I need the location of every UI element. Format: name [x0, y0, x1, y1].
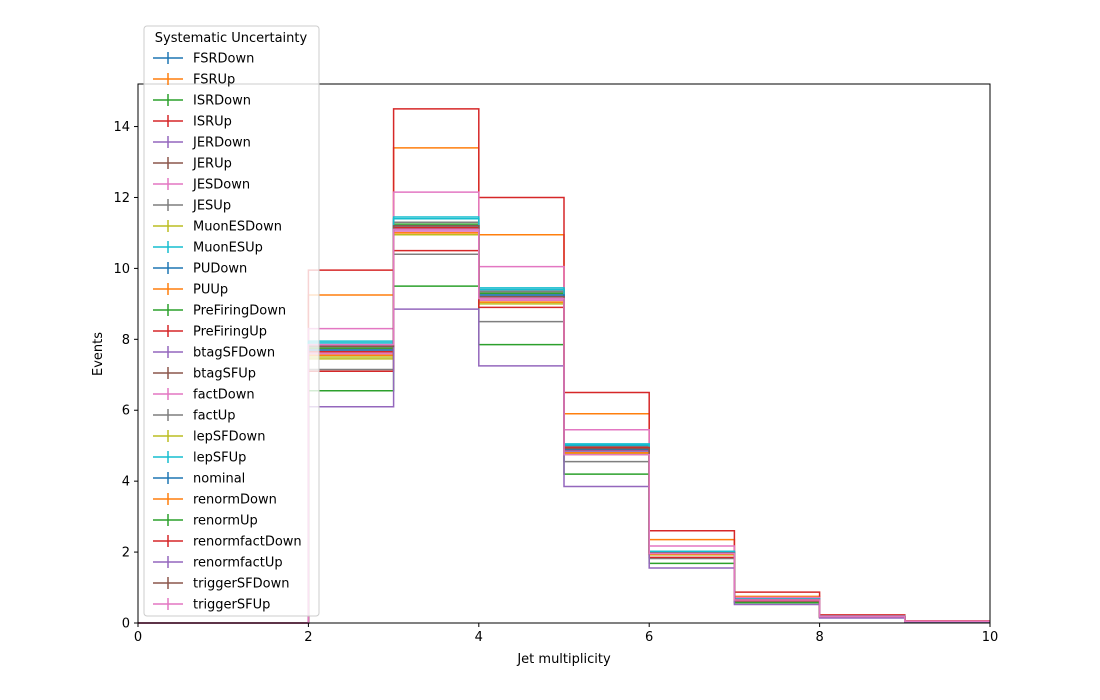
- y-axis-label: Events: [91, 332, 106, 376]
- y-tick-label: 0: [122, 617, 130, 632]
- legend-item-nominal: nominal: [153, 472, 245, 487]
- legend-item-PreFiringDown: PreFiringDown: [153, 304, 286, 319]
- legend-label: renormDown: [193, 493, 277, 508]
- legend-label: FSRUp: [193, 73, 235, 88]
- legend-item-ISRDown: ISRDown: [153, 94, 251, 109]
- legend-label: btagSFDown: [193, 346, 275, 361]
- legend-item-MuonESDown: MuonESDown: [153, 220, 282, 235]
- legend-label: PreFiringDown: [193, 304, 286, 319]
- legend-item-PUUp: PUUp: [153, 283, 228, 298]
- legend-label: JERDown: [192, 136, 251, 151]
- axes-frame: [137, 83, 991, 624]
- legend-item-JERDown: JERDown: [153, 136, 251, 151]
- legend-label: triggerSFUp: [193, 598, 270, 613]
- y-tick-label: 4: [122, 475, 130, 490]
- legend: Systematic Uncertainty FSRDown FSRUp ISRDo…: [143, 25, 320, 617]
- legend-item-PUDown: PUDown: [153, 262, 247, 277]
- legend-item-MuonESUp: MuonESUp: [153, 241, 263, 256]
- legend-label: btagSFUp: [193, 367, 256, 382]
- legend-item-FSRDown: FSRDown: [153, 52, 254, 67]
- legend-item-JESDown: JESDown: [153, 178, 250, 193]
- legend-item-PreFiringUp: PreFiringUp: [153, 325, 267, 340]
- legend-item-renormfactDown: renormfactDown: [153, 535, 302, 550]
- x-axis-label: Jet multiplicity: [516, 652, 611, 667]
- legend-label: ISRDown: [193, 94, 251, 109]
- y-tick-label: 12: [113, 191, 130, 206]
- legend-label: MuonESUp: [193, 241, 263, 256]
- legend-label: lepSFDown: [193, 430, 265, 445]
- x-ticks: 0 2 4 6 8 10: [134, 623, 998, 645]
- legend-item-ISRUp: ISRUp: [153, 115, 232, 130]
- legend-label: JERUp: [192, 157, 232, 172]
- x-tick-label: 6: [645, 630, 653, 645]
- legend-item-renormDown: renormDown: [153, 493, 277, 508]
- legend-label: ISRUp: [193, 115, 232, 130]
- y-tick-label: 6: [122, 404, 130, 419]
- legend-label: factUp: [193, 409, 236, 424]
- legend-item-triggerSFUp: triggerSFUp: [153, 598, 270, 613]
- legend-label: FSRDown: [193, 52, 254, 67]
- y-ticks: 0 2 4 6 8 10 12 14: [113, 120, 138, 632]
- legend-label: nominal: [193, 472, 245, 487]
- legend-item-factDown: factDown: [153, 388, 255, 403]
- x-tick-label: 10: [982, 630, 999, 645]
- legend-item-JESUp: JESUp: [153, 199, 231, 214]
- legend-label: lepSFUp: [193, 451, 246, 466]
- legend-item-JERUp: JERUp: [153, 157, 232, 172]
- legend-title: Systematic Uncertainty: [155, 31, 308, 46]
- x-tick-label: 2: [304, 630, 312, 645]
- legend-item-lepSFDown: lepSFDown: [153, 430, 265, 445]
- legend-items: FSRDown FSRUp ISRDown ISRUp JERDown JERUp JESD…: [153, 52, 302, 613]
- legend-label: triggerSFDown: [193, 577, 289, 592]
- legend-label: PUDown: [193, 262, 247, 277]
- legend-label: MuonESDown: [193, 220, 282, 235]
- y-tick-label: 2: [122, 546, 130, 561]
- y-tick-label: 8: [122, 333, 130, 348]
- legend-label: PreFiringUp: [193, 325, 267, 340]
- legend-box: [143, 25, 320, 617]
- legend-label: PUUp: [193, 283, 228, 298]
- legend-item-renormfactUp: renormfactUp: [153, 556, 283, 571]
- legend-item-btagSFDown: btagSFDown: [153, 346, 275, 361]
- legend-label: factDown: [193, 388, 255, 403]
- legend-label: JESUp: [192, 199, 231, 214]
- y-tick-label: 14: [113, 120, 130, 135]
- legend-item-lepSFUp: lepSFUp: [153, 451, 246, 466]
- axes-layer: 0 2 4 6 8 10 0 2 4 6 8 10 12 14 Jet multiplicity Eve…: [91, 83, 998, 667]
- legend-item-triggerSFDown: triggerSFDown: [153, 577, 289, 592]
- x-tick-label: 4: [475, 630, 483, 645]
- legend-item-renormUp: renormUp: [153, 514, 258, 529]
- x-tick-label: 0: [134, 630, 142, 645]
- y-tick-label: 10: [113, 262, 130, 277]
- legend-item-factUp: factUp: [153, 409, 236, 424]
- x-tick-label: 8: [815, 630, 823, 645]
- legend-item-FSRUp: FSRUp: [153, 73, 235, 88]
- legend-label: JESDown: [192, 178, 250, 193]
- legend-label: renormUp: [193, 514, 258, 529]
- legend-label: renormfactUp: [193, 556, 283, 571]
- legend-item-btagSFUp: btagSFUp: [153, 367, 256, 382]
- legend-label: renormfactDown: [193, 535, 302, 550]
